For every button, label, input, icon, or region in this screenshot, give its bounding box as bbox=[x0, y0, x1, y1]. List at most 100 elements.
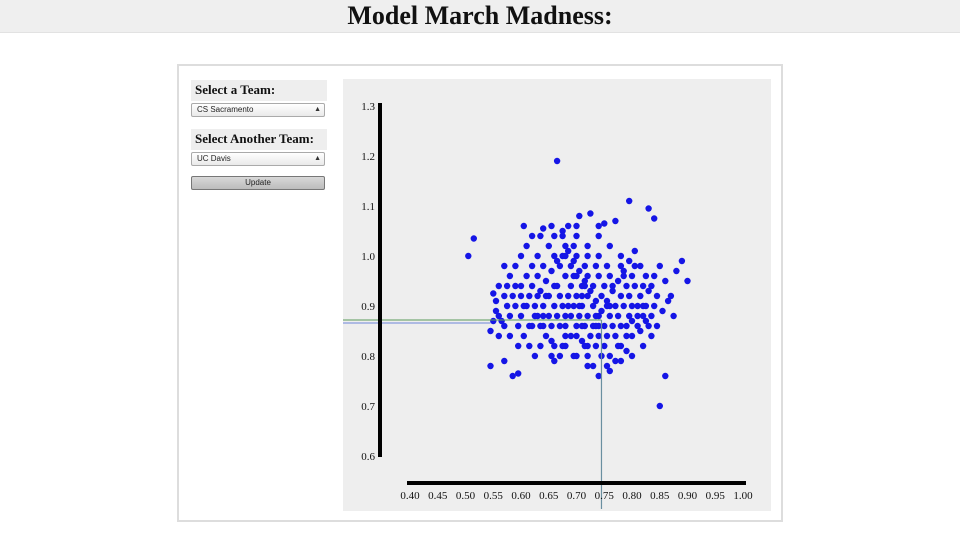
data-point bbox=[537, 322, 544, 330]
data-point bbox=[642, 317, 650, 325]
y-tick-label: 0.7 bbox=[361, 401, 375, 413]
data-point bbox=[584, 292, 591, 300]
data-point bbox=[634, 312, 641, 320]
select-arrows-icon: ▲︎ bbox=[314, 106, 321, 113]
data-point bbox=[642, 302, 650, 310]
data-point bbox=[587, 332, 594, 340]
data-point bbox=[617, 262, 625, 270]
team2-label-box: Select Another Team: bbox=[191, 129, 327, 150]
data-point bbox=[534, 292, 541, 300]
team2-selected-value: UC Davis bbox=[197, 154, 231, 163]
data-point bbox=[501, 262, 508, 270]
x-tick-label: 0.90 bbox=[678, 490, 698, 502]
data-point bbox=[512, 302, 519, 310]
data-point bbox=[570, 242, 577, 250]
data-point bbox=[603, 302, 611, 310]
data-point bbox=[614, 342, 622, 350]
data-point bbox=[623, 282, 630, 290]
data-point bbox=[503, 282, 511, 290]
data-point bbox=[584, 252, 591, 260]
data-point bbox=[506, 312, 514, 320]
data-point bbox=[595, 252, 602, 260]
x-tick-label: 0.60 bbox=[511, 490, 531, 502]
data-point bbox=[515, 370, 522, 377]
data-point bbox=[601, 282, 608, 290]
data-point bbox=[623, 322, 630, 330]
data-point bbox=[551, 357, 558, 365]
x-tick-label: 0.85 bbox=[650, 490, 670, 502]
x-tick-label: 0.75 bbox=[595, 490, 615, 502]
x-tick-label: 0.45 bbox=[428, 490, 448, 502]
data-point bbox=[540, 225, 547, 232]
data-point bbox=[548, 322, 555, 330]
data-point bbox=[517, 282, 525, 290]
data-point bbox=[567, 262, 575, 270]
x-tick-label: 0.55 bbox=[484, 490, 504, 502]
data-point bbox=[545, 242, 552, 250]
data-point bbox=[548, 352, 555, 360]
data-point bbox=[584, 362, 591, 370]
data-point bbox=[612, 357, 619, 365]
data-point bbox=[609, 322, 616, 330]
data-point bbox=[598, 307, 605, 315]
data-point bbox=[503, 302, 511, 310]
page-title: Model March Madness: bbox=[347, 1, 613, 30]
data-point bbox=[501, 322, 508, 330]
update-button[interactable]: Update bbox=[191, 176, 325, 190]
data-point bbox=[623, 347, 630, 355]
data-point bbox=[592, 342, 600, 350]
data-point bbox=[556, 322, 564, 330]
data-point bbox=[589, 282, 597, 290]
data-point bbox=[592, 297, 600, 305]
data-point bbox=[570, 272, 577, 280]
data-point bbox=[495, 312, 502, 320]
data-point bbox=[534, 252, 541, 260]
data-point bbox=[648, 332, 655, 340]
data-point bbox=[581, 282, 588, 290]
data-point bbox=[515, 322, 522, 330]
data-point bbox=[592, 322, 600, 330]
data-point bbox=[565, 292, 572, 300]
team2-block: Select Another Team: UC Davis ▲︎ bbox=[191, 129, 327, 166]
data-point bbox=[565, 302, 572, 310]
data-point bbox=[553, 257, 561, 265]
main-panel: Select a Team: CS Sacramento ▲︎ Select A… bbox=[177, 64, 783, 522]
team1-select[interactable]: CS Sacramento ▲︎ bbox=[191, 103, 325, 117]
data-point bbox=[520, 222, 527, 230]
data-point bbox=[620, 302, 627, 310]
data-point bbox=[617, 357, 625, 365]
data-point bbox=[542, 332, 550, 340]
data-point bbox=[626, 312, 633, 320]
data-point bbox=[545, 312, 552, 320]
data-point bbox=[609, 287, 616, 295]
data-point bbox=[556, 352, 564, 360]
data-point bbox=[495, 282, 502, 290]
data-point bbox=[573, 292, 580, 300]
data-point bbox=[673, 267, 680, 275]
data-point bbox=[506, 332, 514, 340]
data-point bbox=[501, 357, 508, 365]
data-point bbox=[595, 332, 602, 340]
data-point bbox=[573, 252, 580, 260]
reference-lines bbox=[343, 319, 603, 509]
data-point bbox=[581, 277, 588, 285]
data-point bbox=[537, 287, 544, 295]
team1-selected-value: CS Sacramento bbox=[197, 105, 254, 114]
data-point bbox=[515, 342, 522, 350]
data-point bbox=[651, 215, 658, 222]
x-tick-label: 0.70 bbox=[567, 490, 587, 502]
data-point bbox=[578, 322, 586, 330]
data-point bbox=[512, 282, 519, 290]
data-point bbox=[584, 242, 591, 250]
team2-select[interactable]: UC Davis ▲︎ bbox=[191, 152, 325, 166]
data-point bbox=[537, 342, 544, 350]
data-point bbox=[620, 272, 627, 280]
data-point bbox=[637, 292, 644, 300]
y-tick-label: 1.1 bbox=[361, 201, 375, 213]
data-point bbox=[645, 287, 652, 295]
data-point bbox=[509, 372, 516, 380]
data-point bbox=[620, 267, 627, 275]
data-point bbox=[490, 290, 497, 297]
data-point bbox=[520, 302, 527, 310]
data-point bbox=[651, 302, 658, 310]
